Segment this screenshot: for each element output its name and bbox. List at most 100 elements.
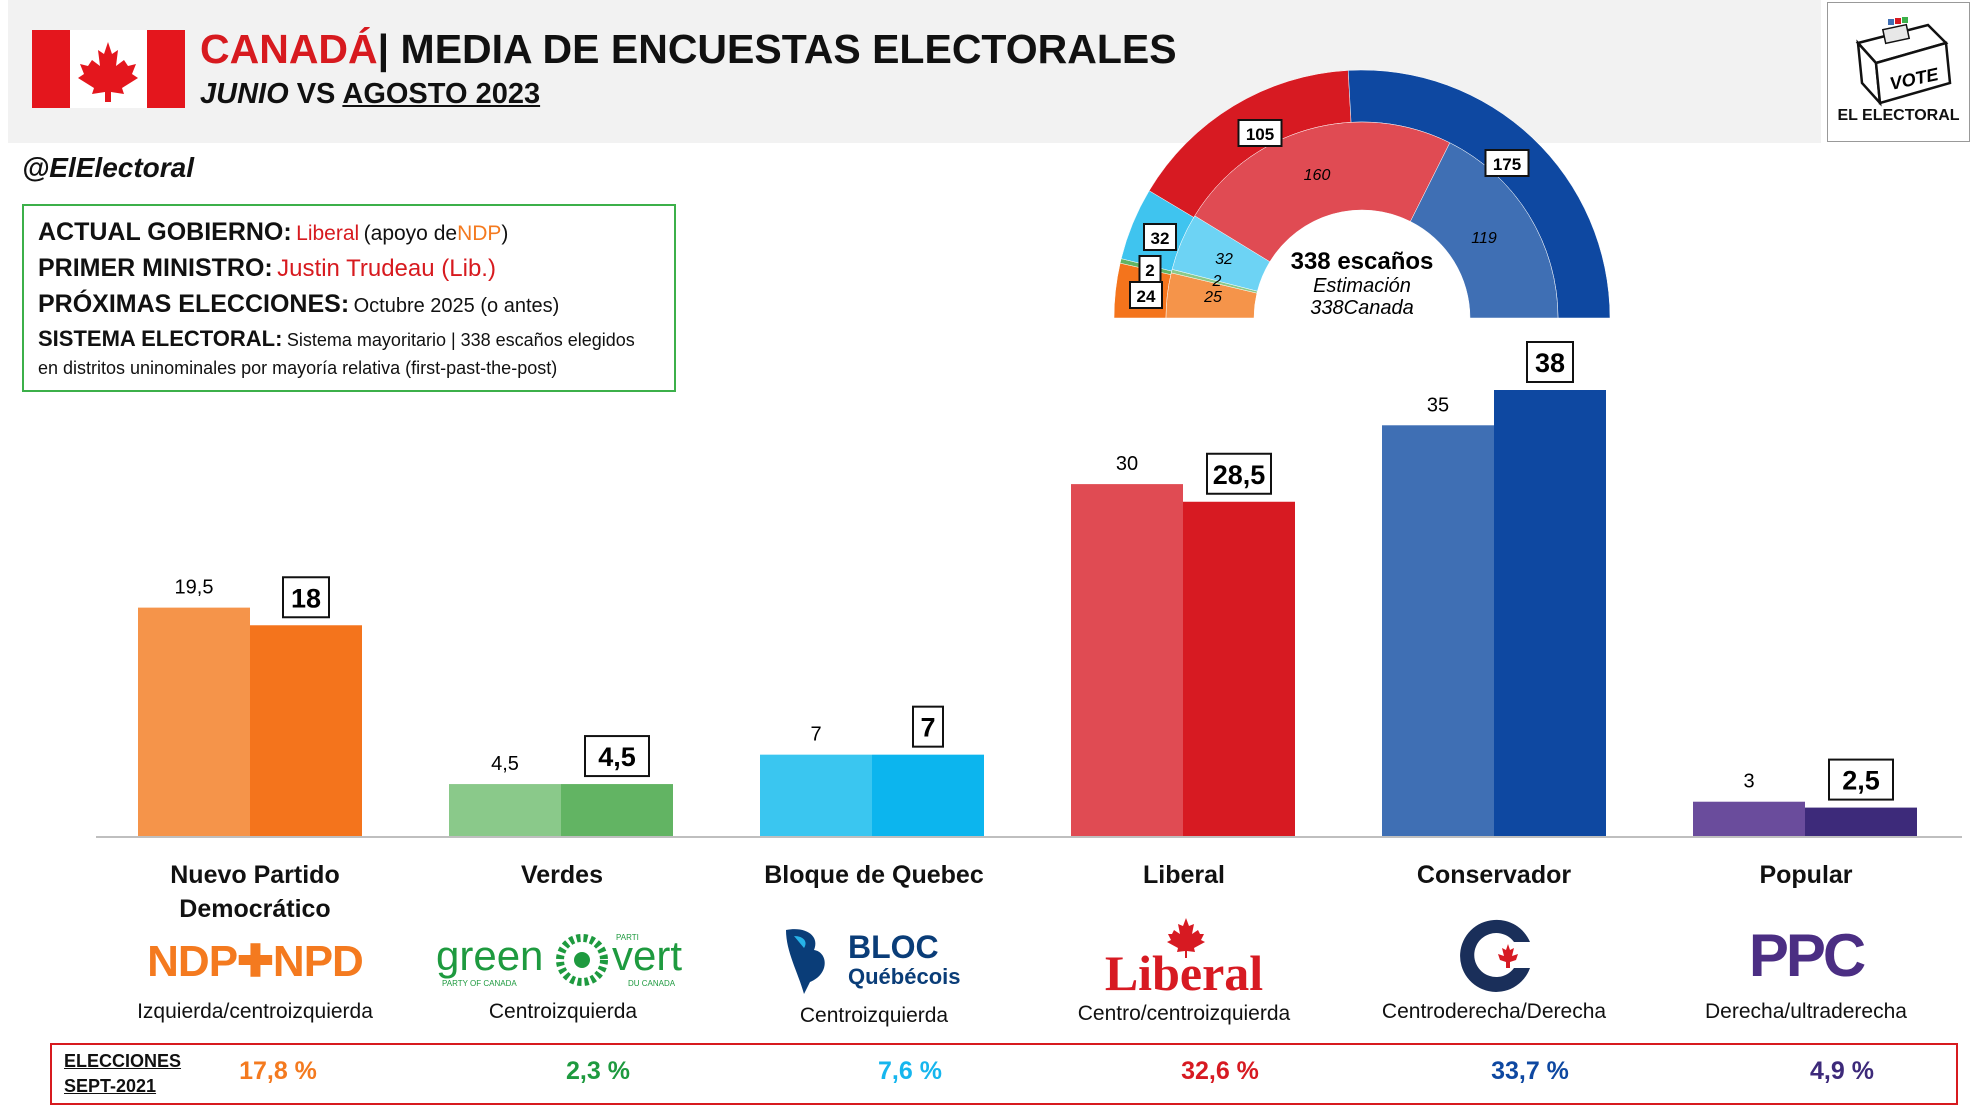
- seat-arc-inner-conservador: [1410, 142, 1559, 319]
- svg-text:vert: vert: [612, 932, 682, 979]
- category-label-verdes: Verdes: [520, 861, 603, 889]
- label-august-liberal: 28,5: [1213, 460, 1266, 490]
- label-june-verdes: 4,5: [491, 753, 519, 775]
- election-2021-results: ELECCIONES SEPT-2021 17,8 % 2,3 % 7,6 % …: [50, 1043, 1958, 1105]
- seat-label-outer-liberal: 105: [1246, 125, 1274, 144]
- bar-june-verdes: [449, 784, 561, 837]
- gov-label: ACTUAL GOBIERNO:: [38, 218, 292, 246]
- canada-flag-icon: [32, 30, 185, 108]
- category-ndp-line2: Democrático: [179, 895, 331, 923]
- twitter-handle: @ElElectoral: [22, 152, 195, 183]
- label-august-conservador: 38: [1535, 348, 1565, 378]
- subtitle-vs: VS: [296, 78, 336, 110]
- system-value-b: en distritos uninominales por mayoría re…: [38, 358, 558, 378]
- info-next-election: PRÓXIMAS ELECCIONES: Octubre 2025 (o ant…: [38, 290, 559, 319]
- ndp-logo: NDP✚NPD: [112, 934, 398, 986]
- svg-text:DU CANADA: DU CANADA: [628, 979, 676, 988]
- bar-june-liberal: [1071, 484, 1183, 837]
- logo-name: EL ELECTORAL: [1837, 107, 1960, 124]
- label-june-conservador: 35: [1427, 394, 1449, 416]
- label-june-liberal: 30: [1116, 453, 1138, 475]
- subtitle-august: AGOSTO 2023: [342, 78, 541, 110]
- label-june-popular: 3: [1743, 771, 1754, 793]
- seat-arc-inner-liberal: [1194, 121, 1451, 263]
- seat-label-inner-bloque: 32: [1215, 251, 1233, 268]
- svg-text:PPC: PPC: [1749, 924, 1865, 984]
- pm-label: PRIMER MINISTRO:: [38, 254, 273, 282]
- system-value-a: Sistema mayoritario | 338 escaños elegid…: [286, 330, 635, 350]
- label-box-august-conservador: [1526, 341, 1574, 383]
- result-bloque: 7,6 %: [878, 1057, 942, 1085]
- svg-text:PARTI: PARTI: [616, 933, 639, 942]
- bloc-quebecois-logo: BLOC Québécois: [780, 922, 980, 996]
- svg-text:green: green: [436, 932, 543, 979]
- pm-value: Justin Trudeau (Lib.): [277, 255, 496, 282]
- bar-august-conservador: [1494, 390, 1606, 837]
- seat-label-outer-conservador: 175: [1493, 155, 1521, 174]
- ideology-popular: Derecha/ultraderecha: [1705, 1000, 1907, 1023]
- ballot-box-icon: VOTE: [1855, 17, 1952, 107]
- bar-june-ndp: [138, 607, 250, 837]
- label-august-bloque: 7: [920, 713, 935, 743]
- seats-source: 338Canada: [1310, 297, 1413, 319]
- label-august-popular: 2,5: [1842, 766, 1880, 796]
- seat-box-outer-liberal: [1237, 119, 1283, 147]
- svg-text:NDP✚NPD: NDP✚NPD: [147, 937, 363, 984]
- seat-label-inner-conservador: 119: [1471, 230, 1497, 247]
- category-label-conservador: Conservador: [1416, 861, 1572, 889]
- result-liberal: 32,6 %: [1181, 1057, 1259, 1085]
- title-separator: |: [377, 26, 390, 72]
- title-text: MEDIA DE ENCUESTAS ELECTORALES: [400, 26, 1177, 72]
- category-label-bloque: Bloque de Quebec: [764, 861, 984, 889]
- label-june-bloque: 7: [810, 724, 821, 746]
- bar-june-conservador: [1382, 425, 1494, 837]
- seats-subtitle: Estimación: [1313, 275, 1411, 297]
- bar-june-bloque: [760, 754, 872, 837]
- gov-party: Liberal: [296, 222, 360, 245]
- svg-text:PARTY OF CANADA: PARTY OF CANADA: [442, 979, 517, 988]
- ideology-liberal: Centro/centroizquierda: [1077, 1002, 1291, 1025]
- liberal-logo: Liberal: [1094, 914, 1274, 1001]
- result-ndp: 17,8 %: [239, 1057, 317, 1085]
- bar-august-popular: [1805, 807, 1917, 837]
- seat-box-outer-verdes: [1138, 255, 1162, 283]
- seats-title: 338 escaños: [1291, 248, 1434, 275]
- bar-august-verdes: [561, 784, 673, 837]
- svg-text:Liberal: Liberal: [1105, 945, 1263, 996]
- green-party-logo: green vert PARTY OF CANADA DU CANADA PAR…: [432, 928, 694, 992]
- label-box-august-popular: [1828, 758, 1894, 801]
- label-box-august-liberal: [1206, 452, 1272, 495]
- gov-support: (apoyo de: [363, 222, 458, 245]
- subtitle-june: JUNIO: [200, 78, 289, 110]
- gov-support-party: NDP: [457, 222, 502, 245]
- category-label-ndp: Nuevo Partido Democrático: [130, 858, 380, 926]
- next-value: Octubre 2025 (o antes): [353, 295, 560, 317]
- ideology-conservador: Centroderecha/Derecha: [1381, 1000, 1607, 1023]
- ideology-verdes: Centroizquierda: [488, 1000, 638, 1023]
- gov-support-end: ): [501, 222, 509, 245]
- result-popular: 4,9 %: [1810, 1057, 1874, 1085]
- result-verdes: 2,3 %: [566, 1057, 630, 1085]
- bar-august-ndp: [250, 625, 362, 837]
- label-box-august-ndp: [282, 576, 330, 619]
- category-label-popular: Popular: [1759, 861, 1853, 889]
- result-conservador: 33,7 %: [1491, 1057, 1569, 1085]
- system-label: SISTEMA ELECTORAL:: [38, 326, 283, 351]
- label-august-ndp: 18: [291, 583, 321, 613]
- bar-august-liberal: [1183, 501, 1295, 837]
- info-box: ACTUAL GOBIERNO: Liberal (apoyo deNDP) P…: [22, 204, 676, 392]
- svg-text:Québécois: Québécois: [848, 964, 960, 989]
- seat-label-outer-verdes: 2: [1145, 261, 1154, 280]
- page-title: CANADÁ| MEDIA DE ENCUESTAS ELECTORALES: [200, 26, 1177, 73]
- title-country: CANADÁ: [200, 26, 378, 72]
- seat-label-inner-verdes: 2: [1212, 273, 1222, 290]
- seat-label-outer-bloque: 32: [1151, 229, 1170, 248]
- seat-label-outer-ndp: 24: [1137, 287, 1156, 306]
- label-box-august-verdes: [584, 735, 650, 778]
- info-pm: PRIMER MINISTRO: Justin Trudeau (Lib.): [38, 254, 496, 283]
- ideology-bloque: Centroizquierda: [799, 1004, 949, 1027]
- info-system: SISTEMA ELECTORAL: Sistema mayoritario |…: [38, 326, 635, 352]
- conservative-logo-icon: [1452, 914, 1536, 998]
